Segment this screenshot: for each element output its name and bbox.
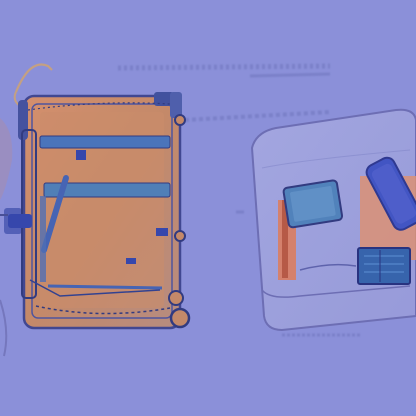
phone <box>365 156 416 231</box>
tablet <box>282 179 344 229</box>
cable <box>14 63 53 93</box>
power-bank <box>357 247 411 285</box>
suitcase <box>8 92 191 330</box>
laptop-bag <box>250 108 416 332</box>
